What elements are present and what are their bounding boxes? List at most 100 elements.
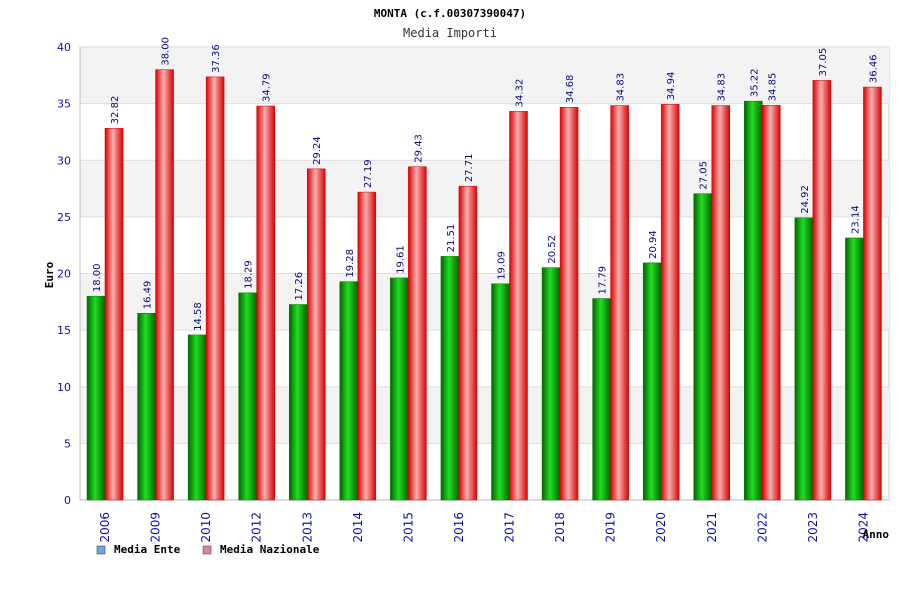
data-label: 29.43 [413,134,424,163]
bar-media-nazionale [458,185,478,501]
data-label: 34.83 [717,73,728,102]
bar-media-nazionale [205,76,225,501]
bar-media-nazionale [509,111,528,501]
bar-media-nazionale [256,105,275,501]
legend-label-nazionale: Media Nazionale [220,543,320,556]
bar-media-nazionale [863,86,882,501]
data-label: 18.00 [92,264,103,293]
bar-media-nazionale [762,105,781,501]
x-tick-label: 2015 [401,512,415,543]
x-tick-label: 2018 [553,512,567,543]
x-tick-label: 2010 [199,512,213,543]
bar-media-ente [137,313,156,501]
data-label: 34.68 [565,75,576,104]
x-axis: 2006 2009 2010 2012 2013 2014 2015 2016 2017 2018… [98,512,870,543]
x-tick-label: 2019 [604,512,618,543]
data-label: 16.49 [143,281,154,310]
x-tick-label: 2021 [705,512,719,543]
data-label: 34.83 [616,73,627,102]
bar-media-nazionale [559,106,579,501]
x-tick-label: 2009 [149,512,163,543]
data-label: 20.52 [547,235,558,264]
bar-media-nazionale [812,80,832,501]
bar-media-nazionale [155,69,174,501]
data-label: 34.94 [666,72,677,101]
bar-media-ente [187,334,207,501]
data-label: 27.71 [464,154,475,183]
x-tick-label: 2020 [654,512,668,543]
x-tick-label: 2014 [351,512,365,543]
data-label: 37.05 [818,48,829,77]
chart-title: MONTA (c.f.00307390047) [374,7,526,20]
data-label: 27.19 [363,159,374,188]
legend-swatch-ente [96,545,106,555]
y-tick-label: 20 [57,268,71,281]
bar-media-ente [238,292,257,501]
y-tick-label: 35 [57,98,71,111]
data-label: 36.46 [868,54,879,83]
bar-media-nazionale [610,105,629,501]
x-tick-label: 2017 [503,512,517,543]
x-tick-label: 2023 [806,512,820,543]
legend: Media Ente Media Nazionale [96,543,320,556]
data-label: 14.58 [193,302,204,331]
bar-media-ente [794,217,814,501]
y-tick-label: 5 [64,437,71,450]
bar-media-ente [541,267,561,501]
bar-media-ente [86,295,106,501]
y-tick-label: 10 [57,381,71,394]
bar-media-ente [491,283,510,501]
bar-media-ente [440,256,460,501]
data-label: 17.26 [294,272,305,301]
data-label: 32.82 [110,96,121,125]
bar-media-ente [289,304,308,501]
data-label: 17.79 [598,266,609,295]
x-axis-label: Anno [863,528,890,541]
y-tick-label: 15 [57,324,71,337]
bar-media-ente [744,100,763,501]
bar-media-nazionale [711,105,730,501]
x-tick-label: 2024 [856,512,870,543]
chart-subtitle: Media Importi [403,26,497,40]
bar-media-nazionale [660,104,680,501]
data-label: 27.05 [699,161,710,190]
data-label: 35.22 [749,68,760,97]
x-tick-label: 2016 [452,512,466,543]
y-tick-label: 25 [57,211,71,224]
data-label: 38.00 [161,37,172,66]
data-label: 20.94 [648,230,659,259]
data-label: 29.24 [312,136,323,165]
y-axis-label: Euro [43,261,56,288]
x-tick-label: 2006 [98,512,112,543]
bar-media-ente [592,298,611,501]
data-label: 18.29 [244,260,255,289]
bar-media-ente [339,281,359,501]
legend-swatch-nazionale [202,545,212,555]
bar-media-nazionale [408,166,427,501]
bar-media-nazionale [104,128,124,501]
y-axis: 0 5 10 15 20 25 30 35 40 [57,41,71,507]
data-label: 19.61 [395,245,406,274]
data-label: 34.79 [262,73,273,102]
x-tick-label: 2012 [250,512,264,543]
data-label: 21.51 [446,224,457,253]
y-tick-label: 40 [57,41,71,54]
y-tick-label: 0 [64,494,71,507]
x-tick-label: 2013 [300,512,314,543]
bar-media-ente [390,277,409,501]
data-label: 37.36 [211,44,222,73]
data-label: 19.28 [345,249,356,278]
data-label: 34.85 [767,73,778,102]
bar-media-ente [642,262,662,501]
bar-media-nazionale [307,168,326,501]
bar-media-ente [693,193,712,501]
bars: 18.00 32.82 16.49 38.00 14.58 37.36 18.29 34.79… [86,37,882,501]
data-label: 19.09 [497,251,508,280]
bar-media-ente [845,237,864,501]
data-label: 23.14 [850,205,861,234]
legend-label-ente: Media Ente [114,543,181,556]
data-label: 24.92 [800,185,811,214]
y-tick-label: 30 [57,154,71,167]
data-label: 34.32 [515,79,526,108]
